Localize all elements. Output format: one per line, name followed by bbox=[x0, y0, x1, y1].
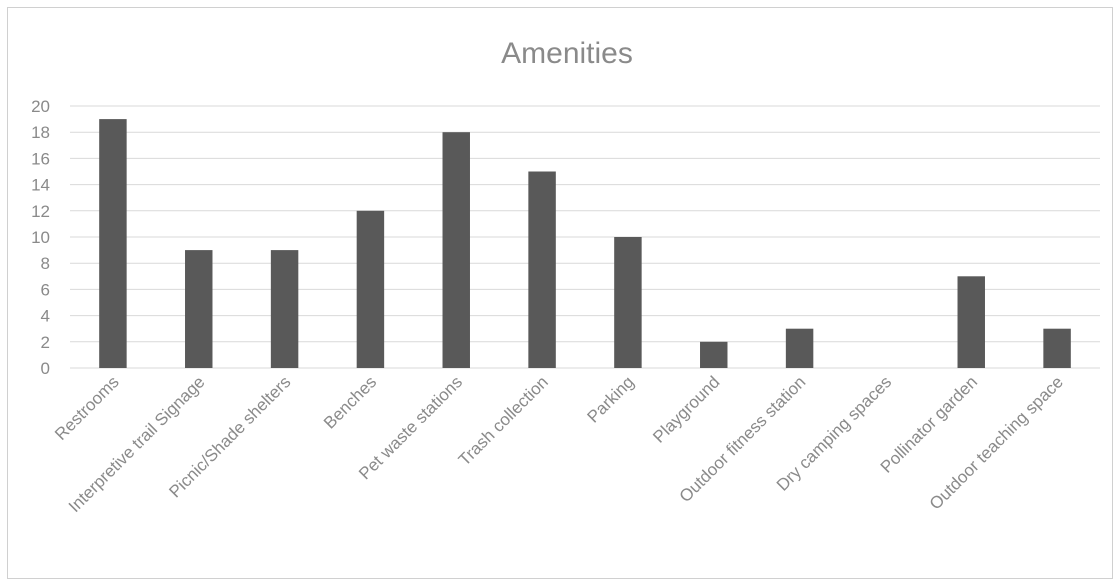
chart-title: Amenities bbox=[501, 37, 633, 70]
y-tick-label: 18 bbox=[31, 123, 50, 142]
bar bbox=[785, 328, 814, 368]
y-tick-label: 12 bbox=[31, 202, 50, 221]
y-tick-label: 6 bbox=[41, 280, 50, 299]
bar bbox=[528, 171, 556, 368]
bar bbox=[356, 210, 385, 368]
y-tick-label: 4 bbox=[41, 307, 50, 326]
y-tick-label: 20 bbox=[31, 97, 50, 116]
bar bbox=[1043, 328, 1071, 368]
bar bbox=[270, 250, 299, 368]
y-axis-tick-labels: 0 2 4 6 8 10 12 14 16 18 20 bbox=[31, 97, 50, 378]
x-category-label: Trash collection bbox=[455, 372, 552, 469]
y-tick-label: 0 bbox=[41, 359, 50, 378]
y-tick-label: 8 bbox=[41, 254, 50, 273]
x-category-label: Restrooms bbox=[51, 372, 123, 444]
y-tick-label: 2 bbox=[41, 333, 50, 352]
bar bbox=[442, 132, 470, 368]
x-category-label: Benches bbox=[320, 372, 380, 432]
y-tick-label: 14 bbox=[31, 176, 50, 195]
bar bbox=[700, 341, 728, 368]
y-tick-label: 16 bbox=[31, 149, 50, 168]
y-tick-label: 10 bbox=[31, 228, 50, 247]
bar bbox=[957, 276, 985, 368]
x-category-label: Playground bbox=[649, 372, 723, 446]
bars bbox=[99, 119, 1071, 368]
bar bbox=[185, 250, 213, 368]
gridlines bbox=[70, 105, 1100, 369]
bar bbox=[99, 119, 127, 368]
x-category-label: Parking bbox=[584, 372, 638, 426]
bar bbox=[614, 237, 642, 368]
